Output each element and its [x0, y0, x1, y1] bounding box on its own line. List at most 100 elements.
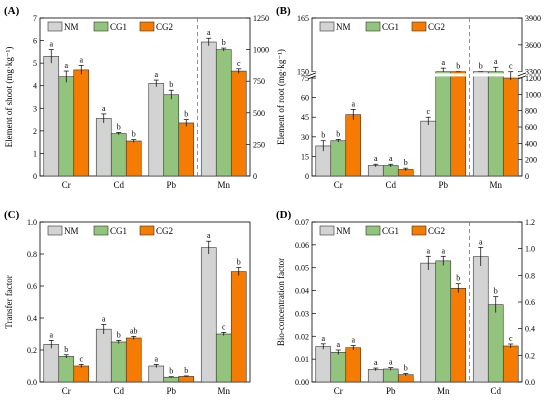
significance-label: b	[222, 38, 226, 47]
legend-label-nm: NM	[64, 22, 79, 32]
bar-cg1-cd	[110, 341, 127, 383]
right-tick-label: 1200	[525, 74, 541, 83]
legend-swatch-cg2	[411, 21, 427, 32]
significance-label: a	[479, 237, 483, 246]
legend-label-nm: NM	[336, 226, 351, 236]
significance-label: a	[207, 231, 211, 240]
y-tick-label: 3	[33, 104, 37, 113]
bar-cg2-mn	[502, 77, 519, 177]
significance-label: a	[351, 99, 355, 108]
bar-nm-cd	[472, 256, 489, 383]
bar-nm-pb	[148, 83, 165, 177]
x-tick-label-cr: Cr	[334, 180, 343, 190]
panel-label: (B)	[276, 5, 291, 17]
x-tick-label-pb: Pb	[166, 180, 176, 190]
significance-label: b	[184, 366, 188, 375]
bar-nm-cr	[315, 346, 332, 383]
bar-cg1-pb	[435, 71, 452, 177]
right-tick-label: 3600	[525, 41, 541, 50]
significance-label: a	[154, 354, 158, 363]
x-tick-label-cd: Cd	[385, 180, 396, 190]
right-tick-label: 250	[253, 140, 265, 149]
significance-label: a	[389, 154, 393, 163]
significance-label: c	[222, 322, 226, 331]
bar-nm-pb	[367, 369, 384, 383]
panel-0: (A) 0 1 2 3 4 5 6 7 0 250 500 750 1000 1250 Element of …	[4, 5, 269, 190]
significance-label: a	[321, 334, 325, 343]
significance-label: a	[374, 154, 378, 163]
legend-label-cg1: CG1	[382, 226, 399, 236]
significance-label: a	[64, 61, 68, 70]
y-tick-label: 30	[301, 133, 309, 142]
right-tick-label: 1.0	[525, 245, 535, 254]
significance-label: b	[404, 158, 408, 167]
plot-frame	[39, 221, 251, 383]
significance-label: b	[117, 330, 121, 339]
plot-frame	[311, 17, 523, 177]
bar-cg1-cr	[330, 351, 347, 383]
plot-frame	[39, 17, 251, 177]
right-tick-label: 3900	[525, 14, 541, 23]
significance-label: b	[169, 80, 173, 89]
y-tick-label: 165	[297, 14, 309, 23]
bar-cg2-mn	[230, 271, 247, 383]
legend-swatch-cg1	[365, 225, 381, 236]
y-tick-label: 0.07	[295, 218, 309, 227]
x-tick-label-mn: Mn	[437, 386, 450, 396]
significance-label: a	[441, 58, 445, 67]
bar-cg2-cr	[345, 114, 362, 177]
legend-swatch-nm	[319, 225, 335, 236]
bar-cg2-cr	[73, 365, 90, 383]
bar-nm-cr	[43, 344, 60, 383]
panel-label: (C)	[4, 209, 20, 221]
right-tick-label: 800	[525, 107, 537, 116]
significance-label: a	[49, 40, 53, 49]
significance-label: b	[321, 131, 325, 140]
right-tick-label: 1000	[253, 46, 269, 55]
bar-cg1-cd	[110, 133, 127, 177]
legend-swatch-nm	[47, 21, 63, 32]
significance-label: a	[207, 28, 211, 37]
panel-label: (A)	[4, 5, 20, 17]
significance-label: b	[479, 62, 483, 71]
x-tick-label-cr: Cr	[62, 180, 71, 190]
y-tick-label: 4	[33, 82, 37, 91]
bar-cg1-cd	[487, 304, 504, 383]
bar-nm-cr	[43, 56, 60, 177]
bar-nm-pb	[420, 120, 437, 177]
x-tick-label-cd: Cd	[113, 180, 124, 190]
y-tick-label: 0.6	[27, 282, 37, 291]
significance-label: b	[237, 258, 241, 267]
y-tick-label: 0.05	[295, 264, 309, 273]
y-tick-label: 150	[297, 68, 309, 77]
significance-label: a	[79, 55, 83, 64]
legend-label-cg1: CG1	[110, 226, 127, 236]
significance-label: a	[102, 314, 106, 323]
legend-swatch-cg2	[139, 225, 155, 236]
significance-label: b	[169, 367, 173, 376]
x-tick-label-cr: Cr	[334, 386, 343, 396]
bar-cg2-cr	[345, 347, 362, 383]
y-tick-label: 45	[301, 113, 309, 122]
x-tick-label-pb: Pb	[386, 386, 396, 396]
right-tick-label: 0.4	[525, 325, 535, 334]
legend-label-cg1: CG1	[382, 22, 399, 32]
right-tick-label: 1000	[525, 90, 541, 99]
bar-nm-mn	[472, 71, 489, 177]
significance-label: b	[404, 364, 408, 373]
right-tick-label: 0	[253, 172, 257, 181]
legend-swatch-cg1	[93, 225, 109, 236]
y-tick-label: 2	[33, 127, 37, 136]
right-tick-label: 0.0	[525, 378, 535, 387]
bar-cg1-mn	[435, 260, 452, 383]
right-tick-label: 600	[525, 123, 537, 132]
right-tick-label: 200	[525, 156, 537, 165]
bar-cg2-cd	[502, 345, 519, 383]
y-axis-label: Element of root (mg·kg⁻¹)	[276, 49, 286, 145]
axis-break-mark	[307, 75, 317, 80]
right-tick-label: 400	[525, 139, 537, 148]
y-tick-label: 5	[33, 59, 37, 68]
significance-label: a	[494, 57, 498, 66]
y-tick-label: 6	[33, 37, 37, 46]
